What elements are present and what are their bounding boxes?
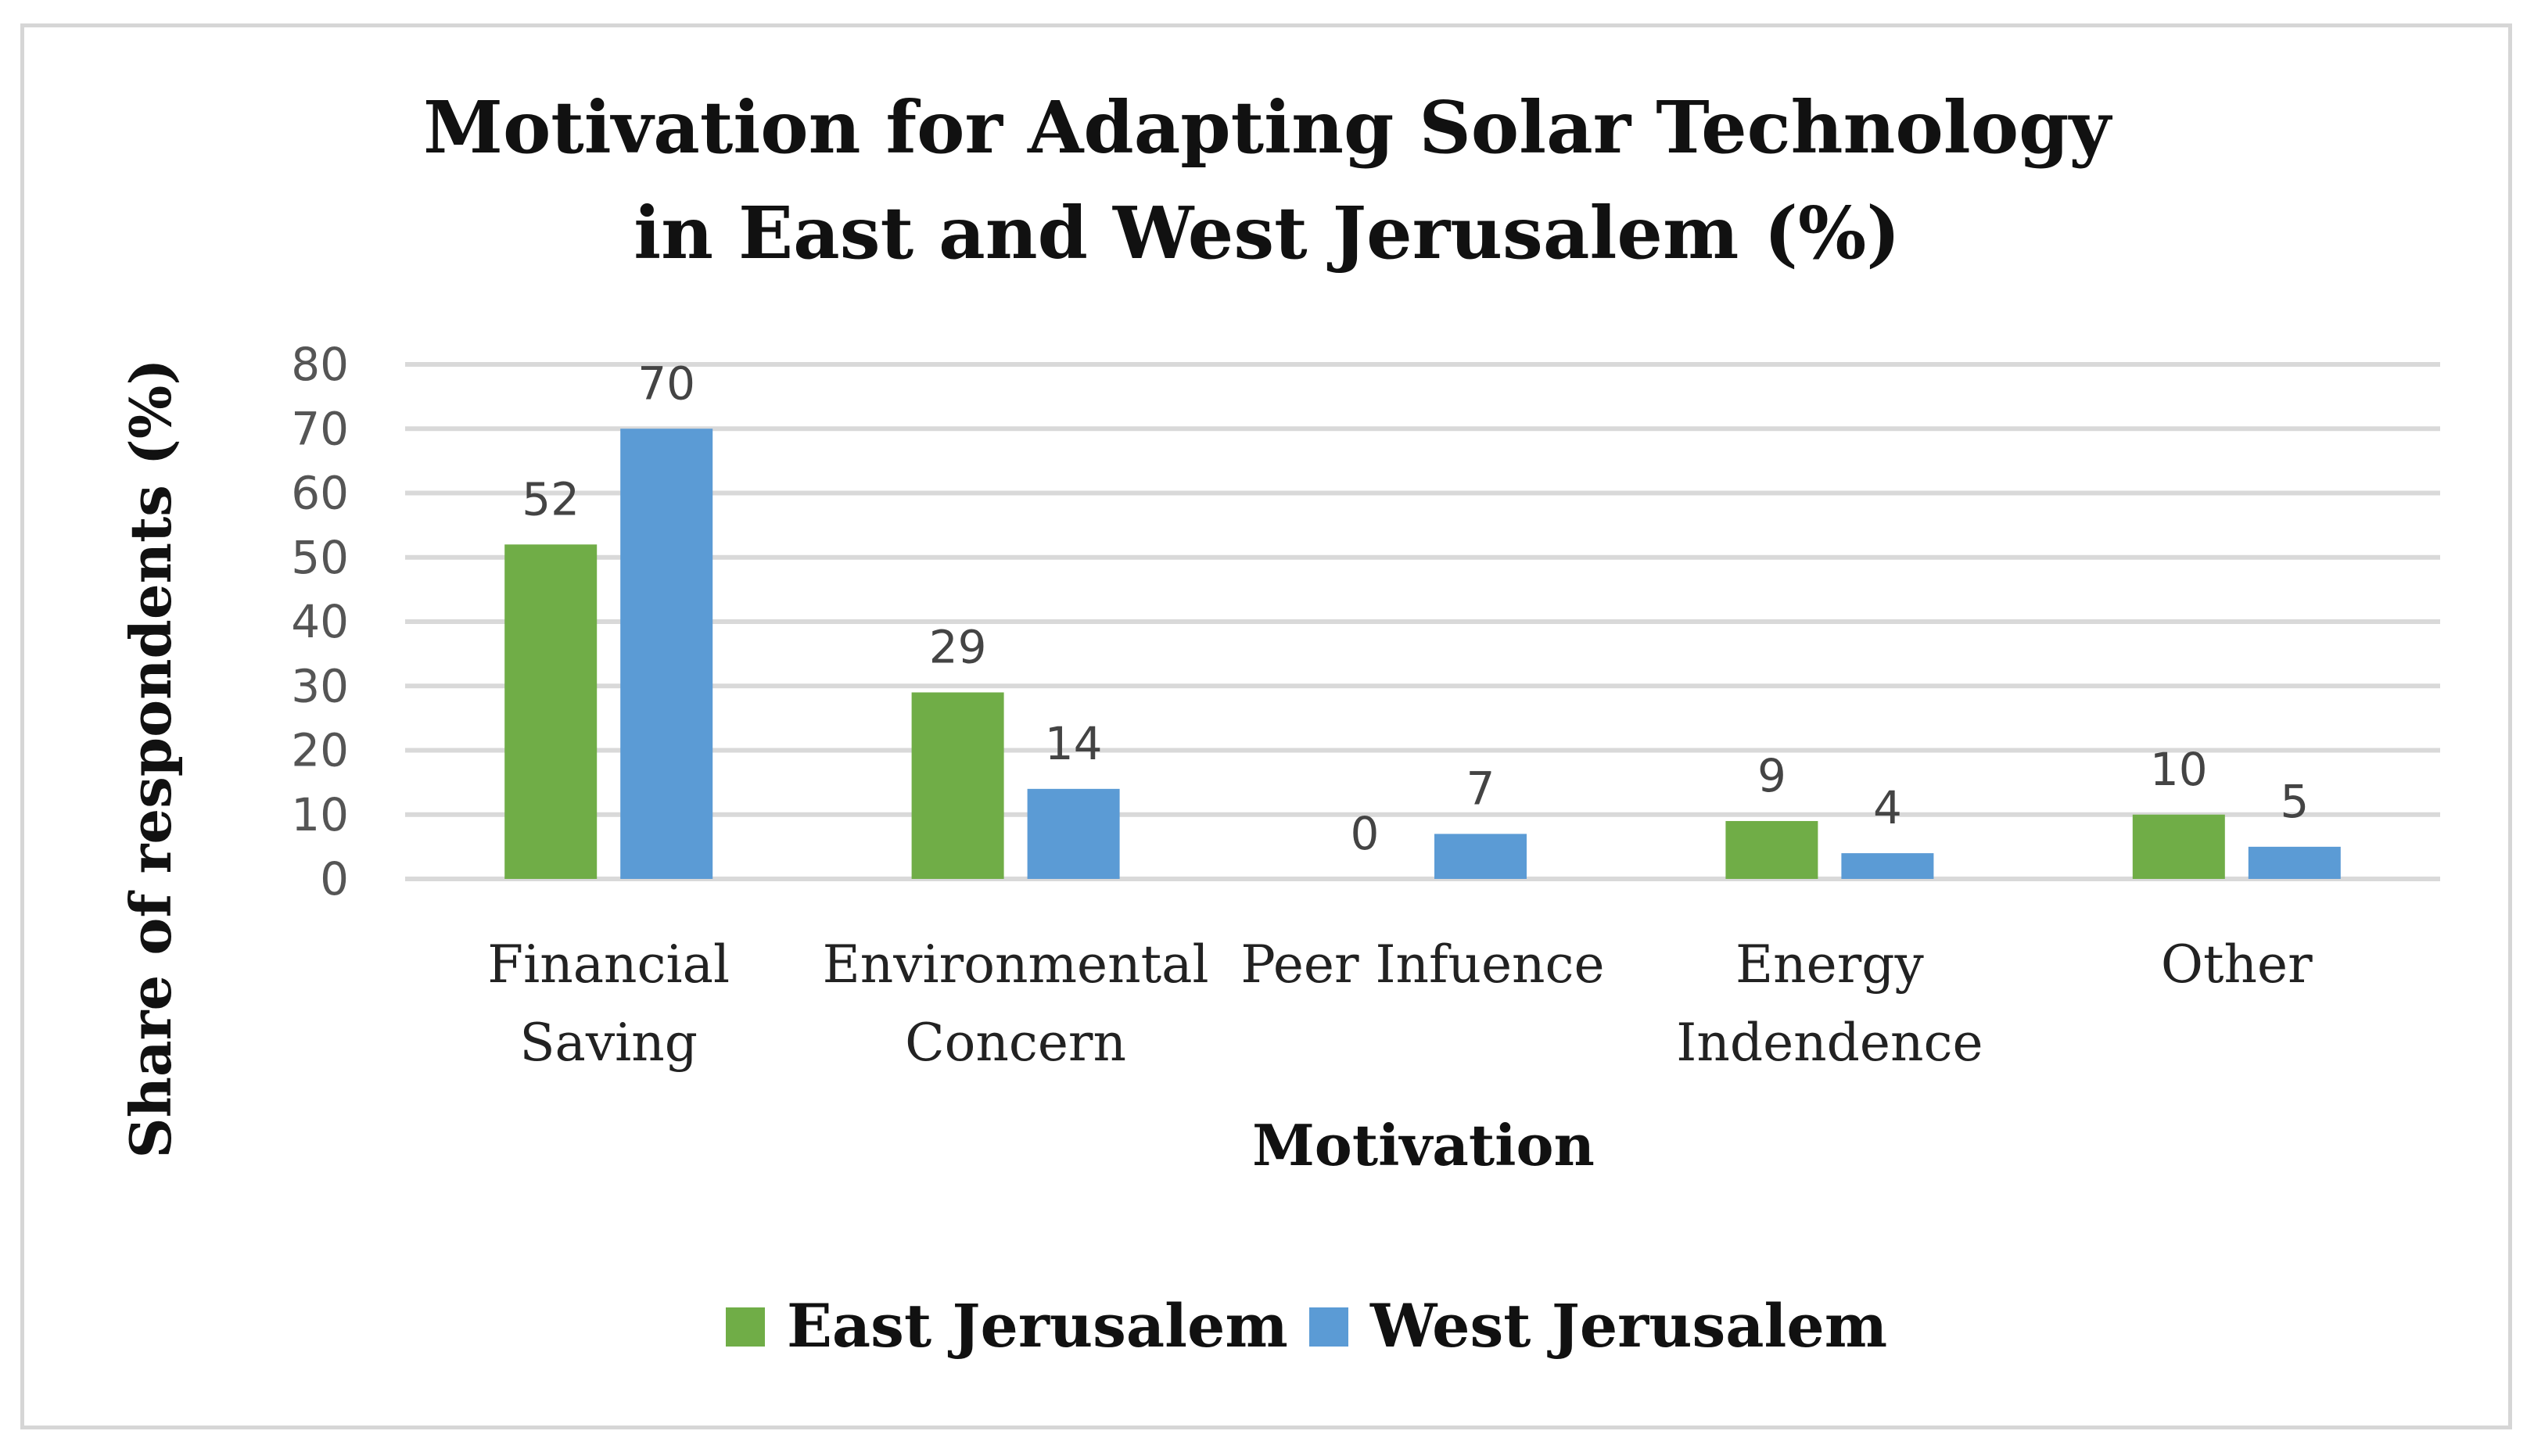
data-label: 14 xyxy=(1045,717,1103,770)
category-label: Saving xyxy=(519,1013,698,1073)
category-label: Peer Infuence xyxy=(1240,934,1604,995)
y-tick-label: 20 xyxy=(291,724,349,777)
data-label: 7 xyxy=(1466,762,1495,815)
bars xyxy=(504,429,2341,879)
bar-east-1 xyxy=(911,692,1004,879)
y-axis-title: Share of respondents (%) xyxy=(117,359,184,1159)
bar-west-0 xyxy=(620,429,713,879)
category-label: Other xyxy=(2161,934,2313,995)
bar-west-4 xyxy=(2248,846,2341,879)
data-labels: 52 70 29 14 0 7 9 4 10 5 xyxy=(522,357,2309,860)
data-label: 9 xyxy=(1757,749,1786,802)
chart-title-line-1: Motivation for Adapting Solar Technology xyxy=(423,85,2112,170)
bar-east-0 xyxy=(504,544,598,879)
data-label: 0 xyxy=(1351,807,1380,860)
chart-frame xyxy=(20,23,2512,1429)
data-label: 70 xyxy=(637,357,695,410)
legend: East Jerusalem West Jerusalem xyxy=(726,1291,1887,1361)
bar-west-1 xyxy=(1027,788,1120,879)
gridlines xyxy=(405,362,2440,881)
y-tick-label: 60 xyxy=(291,467,349,520)
chart-title-line-2: in East and West Jerusalem (%) xyxy=(634,191,1900,275)
data-label: 4 xyxy=(1873,781,1902,834)
category-label: Financial xyxy=(487,934,730,995)
y-tick-label: 0 xyxy=(320,852,349,906)
category-label: Energy xyxy=(1735,934,1925,995)
data-label: 5 xyxy=(2280,775,2309,828)
data-label: 10 xyxy=(2150,743,2208,796)
legend-swatch-east xyxy=(726,1307,765,1347)
x-axis-title: Motivation xyxy=(1252,1112,1595,1178)
legend-label-east: East Jerusalem xyxy=(787,1291,1288,1361)
y-tick-label: 50 xyxy=(291,531,349,584)
y-axis-ticks: 0 10 20 30 40 50 60 70 80 xyxy=(291,338,349,906)
category-label: Concern xyxy=(905,1013,1126,1073)
legend-swatch-west xyxy=(1309,1307,1348,1347)
y-tick-label: 40 xyxy=(291,595,349,648)
category-label: Environmental xyxy=(823,934,1209,995)
y-tick-label: 30 xyxy=(291,659,349,712)
chart-title: Motivation for Adapting Solar Technology… xyxy=(423,85,2112,275)
bar-west-3 xyxy=(1841,853,1934,879)
data-label: 29 xyxy=(929,620,987,673)
legend-label-west: West Jerusalem xyxy=(1369,1291,1887,1361)
x-axis-categories: Financial Saving Environmental Concern Peer … xyxy=(487,934,2313,1073)
data-label: 52 xyxy=(522,472,580,525)
bar-east-3 xyxy=(1725,820,1818,879)
bar-west-2 xyxy=(1434,834,1527,879)
category-label: Indendence xyxy=(1676,1013,1983,1073)
y-tick-label: 80 xyxy=(291,338,349,391)
y-tick-label: 70 xyxy=(291,402,349,455)
bar-east-4 xyxy=(2132,814,2225,879)
y-tick-label: 10 xyxy=(291,788,349,841)
